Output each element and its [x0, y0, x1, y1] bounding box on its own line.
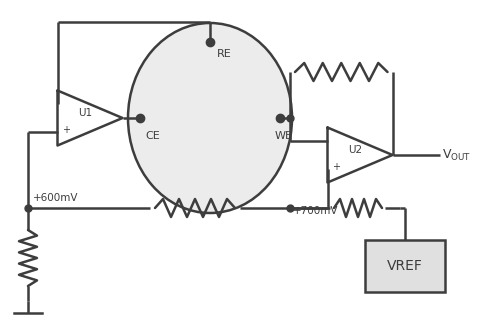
Text: U1: U1	[78, 108, 92, 118]
Text: +700mV: +700mV	[293, 206, 338, 216]
Text: +600mV: +600mV	[33, 193, 79, 203]
Text: CE: CE	[145, 131, 160, 141]
Text: U2: U2	[348, 145, 362, 155]
Text: +: +	[63, 125, 70, 135]
Text: RE: RE	[217, 49, 232, 59]
FancyBboxPatch shape	[365, 240, 445, 292]
Ellipse shape	[128, 23, 292, 213]
Text: WE: WE	[275, 131, 293, 141]
Text: VREF: VREF	[387, 259, 423, 273]
Text: V$_{\mathregular{OUT}}$: V$_{\mathregular{OUT}}$	[442, 147, 471, 163]
Text: +: +	[333, 162, 340, 172]
